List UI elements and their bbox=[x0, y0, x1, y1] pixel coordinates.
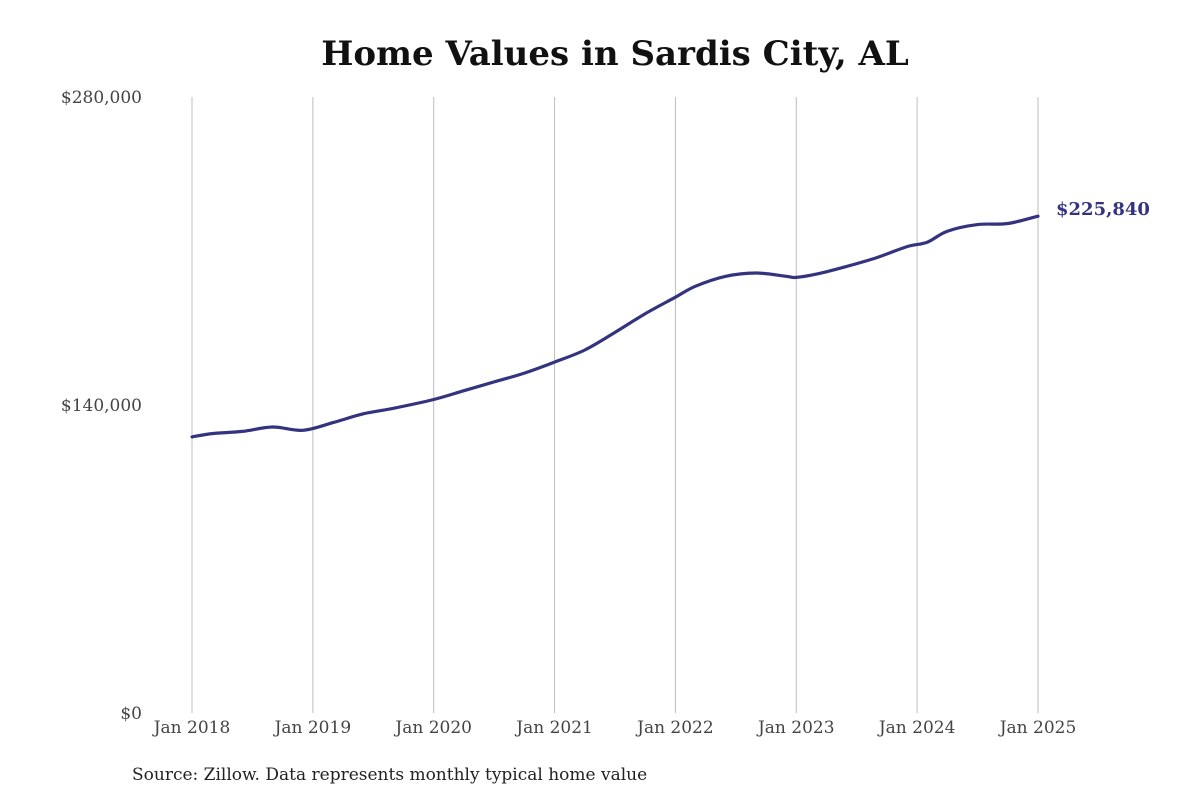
x-tick-label: Jan 2025 bbox=[998, 718, 1077, 738]
x-tick-label: Jan 2022 bbox=[635, 718, 714, 738]
source-note: Source: Zillow. Data represents monthly … bbox=[132, 765, 648, 785]
y-tick-label: $140,000 bbox=[61, 396, 142, 416]
x-tick-label: Jan 2020 bbox=[393, 718, 472, 738]
series-line bbox=[190, 214, 1040, 439]
x-tick-label: Jan 2023 bbox=[756, 718, 835, 738]
x-tick-label: Jan 2019 bbox=[273, 718, 352, 738]
y-tick-label: $0 bbox=[120, 704, 142, 724]
x-tick-label: Jan 2018 bbox=[152, 718, 231, 738]
end-value-label: $225,840 bbox=[1056, 199, 1150, 220]
x-tick-label: Jan 2021 bbox=[514, 718, 593, 738]
x-tick-label: Jan 2024 bbox=[877, 718, 956, 738]
chart-title: Home Values in Sardis City, AL bbox=[321, 34, 909, 74]
y-tick-label: $280,000 bbox=[61, 88, 142, 108]
